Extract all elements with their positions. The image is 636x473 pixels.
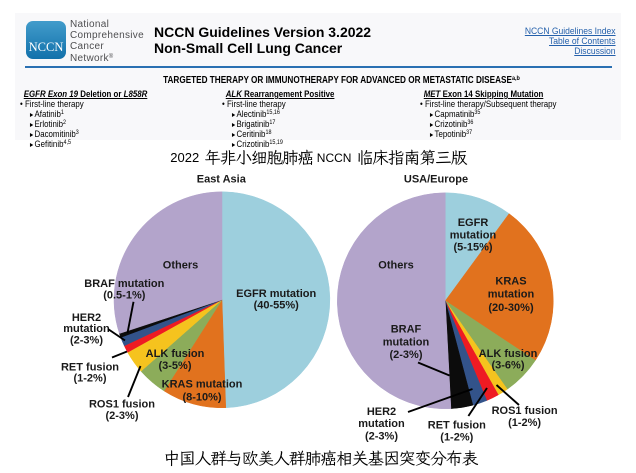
svg-text:(5-15%): (5-15%): [453, 242, 492, 254]
svg-text:HER2: HER2: [367, 406, 396, 418]
svg-text:mutation: mutation: [358, 418, 405, 430]
svg-text:RET fusion: RET fusion: [61, 361, 119, 373]
svg-text:(2-3%): (2-3%): [389, 349, 422, 361]
svg-text:KRAS mutation: KRAS mutation: [162, 379, 243, 391]
svg-text:(3-6%): (3-6%): [491, 360, 524, 372]
svg-text:(2-3%): (2-3%): [105, 410, 138, 422]
svg-text:KRAS: KRAS: [495, 275, 526, 287]
svg-text:EGFR: EGFR: [458, 217, 489, 229]
svg-text:(2-3%): (2-3%): [365, 430, 398, 442]
svg-text:mutation: mutation: [63, 323, 110, 335]
svg-text:(1-2%): (1-2%): [508, 417, 541, 429]
svg-text:(1-2%): (1-2%): [73, 373, 106, 385]
svg-text:(40-55%): (40-55%): [254, 299, 300, 311]
svg-text:ALK fusion: ALK fusion: [479, 348, 538, 360]
svg-text:(0.5-1%): (0.5-1%): [103, 289, 146, 301]
svg-text:EGFR mutation: EGFR mutation: [236, 288, 316, 300]
svg-text:ALK fusion: ALK fusion: [146, 348, 205, 360]
svg-text:ROS1 fusion: ROS1 fusion: [89, 399, 155, 411]
svg-text:BRAF: BRAF: [391, 324, 422, 336]
svg-text:East Asia: East Asia: [197, 173, 247, 185]
svg-text:BRAF mutation: BRAF mutation: [84, 278, 164, 290]
svg-text:mutation: mutation: [488, 289, 535, 301]
svg-text:USA/Europe: USA/Europe: [404, 173, 468, 185]
svg-text:RET fusion: RET fusion: [428, 420, 486, 432]
svg-text:Others: Others: [163, 259, 198, 271]
svg-text:HER2: HER2: [72, 312, 101, 324]
svg-text:(8-10%): (8-10%): [182, 392, 221, 404]
svg-text:mutation: mutation: [450, 229, 497, 241]
svg-text:(2-3%): (2-3%): [70, 334, 103, 346]
svg-text:ROS1 fusion: ROS1 fusion: [492, 405, 558, 417]
svg-text:(3-5%): (3-5%): [158, 360, 191, 372]
svg-text:mutation: mutation: [383, 336, 430, 348]
svg-text:(1-2%): (1-2%): [440, 431, 473, 443]
svg-text:Others: Others: [378, 260, 413, 272]
svg-text:(20-30%): (20-30%): [488, 302, 534, 314]
